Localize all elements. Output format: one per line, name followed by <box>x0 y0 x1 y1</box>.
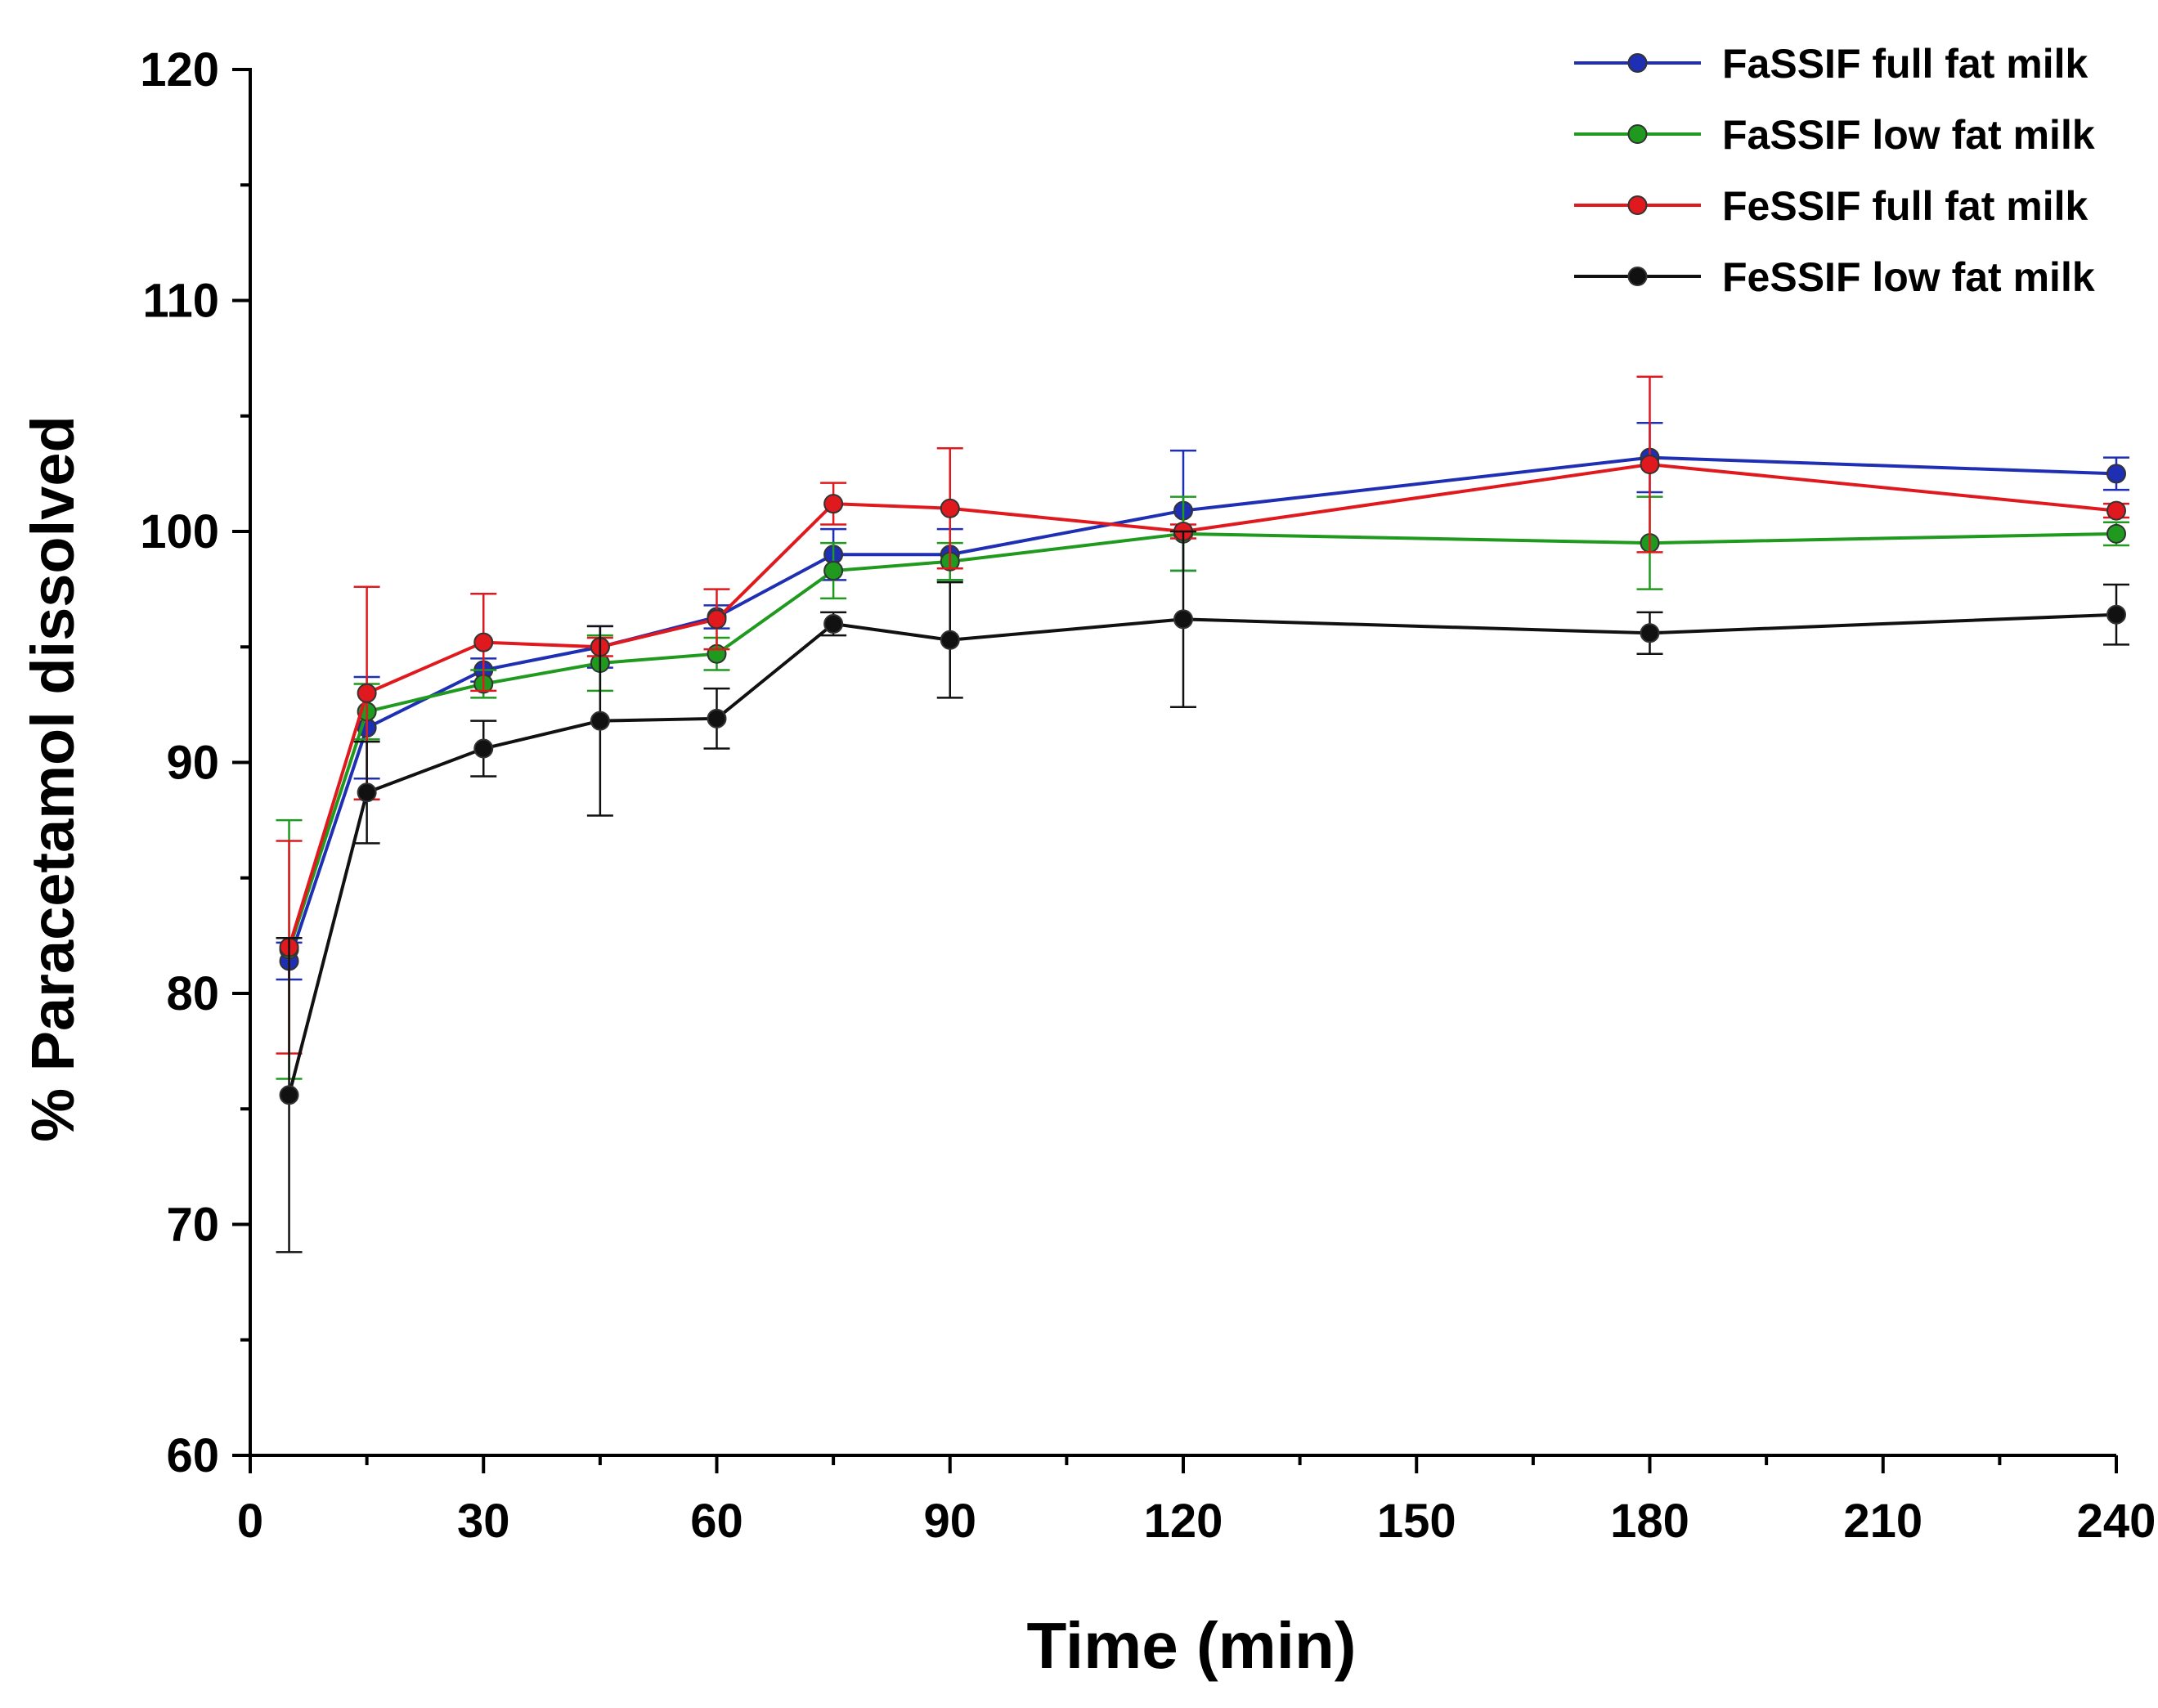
legend-label: FeSSIF low fat milk <box>1722 254 2095 300</box>
y-tick-label: 70 <box>166 1199 219 1252</box>
series-fessif-full-fat-milk <box>276 375 2129 1055</box>
data-point <box>473 632 494 652</box>
data-point <box>357 782 377 803</box>
data-point <box>590 711 610 731</box>
legend-item: FeSSIF low fat milk <box>1574 254 2095 300</box>
legend-label: FaSSIF full fat milk <box>1722 41 2088 87</box>
data-point <box>940 630 960 650</box>
data-point <box>2106 523 2126 544</box>
x-tick-label: 60 <box>690 1495 743 1548</box>
x-axis-title: Time (min) <box>1026 1609 1356 1682</box>
x-tick-label: 150 <box>1377 1495 1456 1548</box>
data-point <box>279 1085 299 1105</box>
y-tick-label: 100 <box>140 505 219 558</box>
data-point <box>707 609 727 630</box>
data-point <box>1640 455 1660 475</box>
legend-marker <box>1627 267 1648 286</box>
x-tick-label: 0 <box>237 1495 263 1548</box>
x-tick-label: 240 <box>2077 1495 2156 1548</box>
x-tick-label: 90 <box>923 1495 976 1548</box>
data-point <box>1640 623 1660 643</box>
data-point <box>2106 500 2126 521</box>
series-layer <box>276 375 2129 1253</box>
legend-marker <box>1627 124 1648 144</box>
series-line <box>287 612 2117 1096</box>
x-tick-label: 30 <box>457 1495 510 1548</box>
y-tick-label: 120 <box>140 43 219 96</box>
data-point <box>823 561 844 581</box>
data-point <box>940 498 960 518</box>
y-tick-label: 90 <box>166 737 219 790</box>
legend-label: FeSSIF full fat milk <box>1722 183 2088 229</box>
x-tick-label: 180 <box>1610 1495 1689 1548</box>
series-fassif-low-fat-milk <box>276 495 2129 1080</box>
legend-item: FaSSIF full fat milk <box>1574 41 2088 87</box>
y-tick-label: 110 <box>142 275 219 328</box>
data-point <box>2106 464 2126 484</box>
series-line <box>287 463 2117 948</box>
x-tick-label: 120 <box>1144 1495 1223 1548</box>
legend-item: FaSSIF low fat milk <box>1574 112 2095 158</box>
data-point <box>2106 604 2126 625</box>
y-axis-title: % Paracetamol dissolved <box>19 415 87 1141</box>
series-line <box>287 531 2117 950</box>
y-tick-label: 80 <box>166 967 219 1020</box>
legend-marker <box>1627 195 1648 215</box>
data-point <box>473 738 494 759</box>
legend-item: FeSSIF full fat milk <box>1574 183 2088 229</box>
series-fassif-full-fat-milk <box>276 421 2129 981</box>
legend: FaSSIF full fat milk FaSSIF low fat milk F… <box>1574 41 2095 300</box>
series-fessif-low-fat-milk <box>276 530 2129 1253</box>
data-point <box>1173 609 1193 630</box>
legend-marker <box>1627 53 1648 73</box>
data-point <box>823 614 844 634</box>
y-tick-label: 60 <box>166 1429 219 1482</box>
data-point <box>707 708 727 728</box>
axis-ticks-layer <box>232 68 2118 1473</box>
tick-labels: 60 70 80 90 100 110 120 0 30 60 90 120 150 180 210 240 <box>140 43 2156 1548</box>
legend-label: FaSSIF low fat milk <box>1722 112 2095 158</box>
data-point <box>357 683 377 703</box>
data-point <box>823 494 844 514</box>
x-tick-label: 210 <box>1843 1495 1922 1548</box>
